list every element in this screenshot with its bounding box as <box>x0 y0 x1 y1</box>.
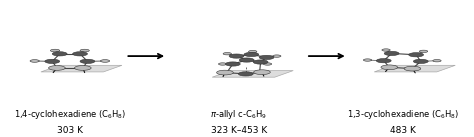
Circle shape <box>52 52 67 56</box>
Circle shape <box>74 66 91 70</box>
Text: 303 K: 303 K <box>57 126 83 135</box>
Circle shape <box>226 62 240 66</box>
Circle shape <box>254 70 270 75</box>
Circle shape <box>382 49 390 51</box>
Circle shape <box>364 59 372 61</box>
Circle shape <box>100 60 109 62</box>
Circle shape <box>229 54 244 58</box>
Circle shape <box>239 58 254 62</box>
Circle shape <box>219 63 227 65</box>
Circle shape <box>384 51 399 56</box>
Text: 1,4-cyclohexadiene (C$_6$H$_8$): 1,4-cyclohexadiene (C$_6$H$_8$) <box>14 108 126 121</box>
Circle shape <box>433 59 441 62</box>
Circle shape <box>248 50 257 53</box>
Circle shape <box>73 52 87 56</box>
Circle shape <box>413 59 428 63</box>
Text: 483 K: 483 K <box>390 126 416 135</box>
Text: 323 K–453 K: 323 K–453 K <box>211 126 267 135</box>
Text: $\pi$-allyl c-C$_6$H$_9$: $\pi$-allyl c-C$_6$H$_9$ <box>210 108 267 121</box>
Circle shape <box>376 59 391 63</box>
Circle shape <box>244 52 259 57</box>
Circle shape <box>264 63 272 65</box>
Circle shape <box>223 52 231 55</box>
Polygon shape <box>41 65 122 72</box>
Circle shape <box>45 59 60 63</box>
Polygon shape <box>374 65 455 72</box>
Circle shape <box>50 49 60 52</box>
Circle shape <box>80 59 95 63</box>
Circle shape <box>48 66 65 70</box>
Circle shape <box>419 50 428 52</box>
Text: 1,3-cyclohexadiene (C$_6$H$_8$): 1,3-cyclohexadiene (C$_6$H$_8$) <box>347 108 459 121</box>
Circle shape <box>404 66 421 71</box>
Circle shape <box>273 55 281 57</box>
Circle shape <box>30 60 39 62</box>
Circle shape <box>217 70 233 75</box>
Circle shape <box>409 53 424 57</box>
Polygon shape <box>212 71 293 77</box>
Circle shape <box>238 72 253 76</box>
Circle shape <box>381 65 398 70</box>
Circle shape <box>80 49 89 52</box>
Circle shape <box>259 55 274 59</box>
Circle shape <box>253 60 268 64</box>
